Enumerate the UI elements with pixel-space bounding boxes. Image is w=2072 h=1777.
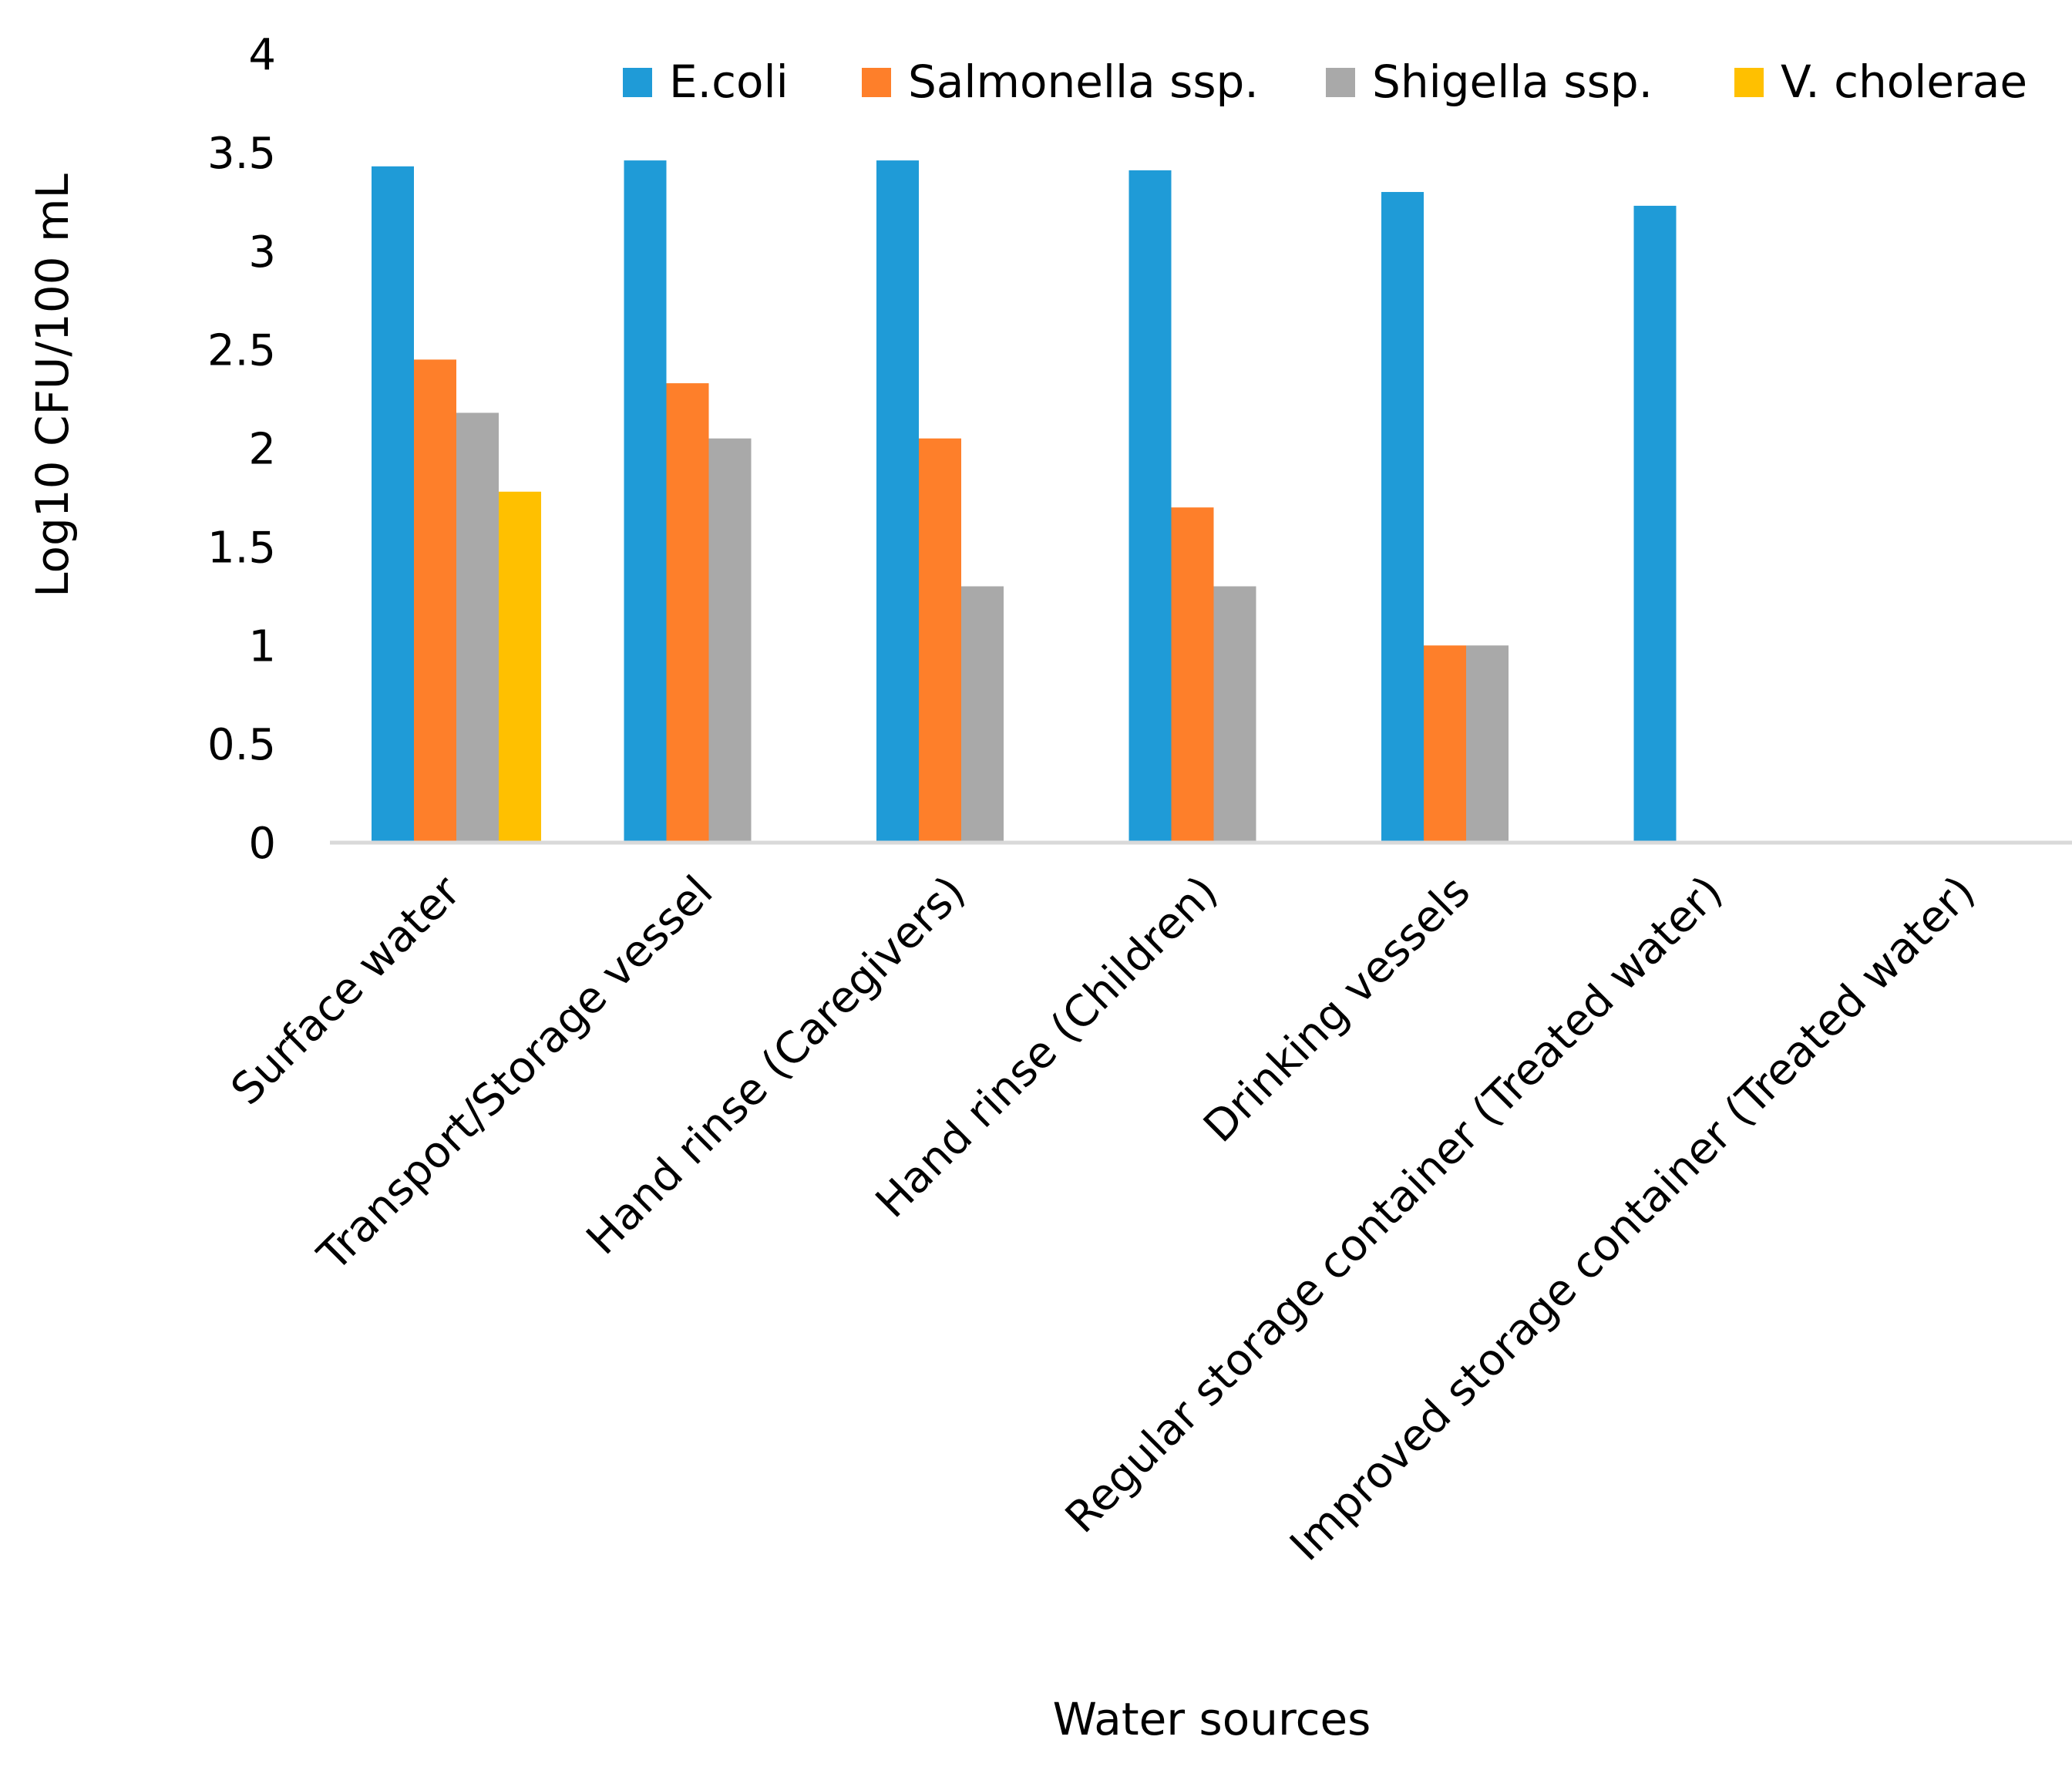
x-category-label: Drinking vessels	[1194, 867, 1480, 1153]
bar	[1213, 586, 1256, 843]
legend-swatch	[862, 68, 891, 97]
bar	[1466, 645, 1509, 843]
legend-label: V. cholerae	[1781, 56, 2027, 108]
x-category-label: Surface water	[222, 866, 471, 1115]
bar	[876, 160, 919, 843]
y-tick-label: 1	[248, 621, 276, 671]
legend-swatch	[1326, 68, 1355, 97]
legend: E.coli Salmonella ssp. Shigella ssp. V. cho…	[623, 56, 2027, 108]
bar	[666, 383, 709, 843]
bar	[1128, 170, 1172, 843]
y-tick-label: 2	[248, 425, 276, 475]
y-tick-label: 3.5	[207, 129, 276, 179]
bar	[1381, 192, 1424, 843]
legend-label: Shigella ssp.	[1372, 56, 1653, 108]
bar	[1633, 205, 1677, 843]
y-axis-ticks: 0 0.5 1 1.5 2 2.5 3 3.5 4	[207, 30, 276, 869]
bars	[372, 160, 1677, 843]
y-tick-label: 2.5	[207, 326, 276, 376]
bar	[1171, 507, 1214, 843]
x-axis-title: Water sources	[1053, 1693, 1371, 1745]
bar	[414, 359, 456, 843]
legend-swatch	[1734, 68, 1764, 97]
bar	[1424, 645, 1466, 843]
y-tick-label: 1.5	[207, 523, 276, 573]
bar	[919, 438, 961, 843]
legend-label: E.coli	[669, 56, 789, 108]
y-tick-label: 3	[248, 227, 276, 278]
bar	[372, 166, 414, 843]
y-tick-label: 0.5	[207, 720, 276, 770]
x-category-label: Transport/Storage vessel	[308, 867, 723, 1281]
legend-swatch	[623, 68, 652, 97]
bar	[708, 438, 752, 843]
bar	[961, 586, 1004, 843]
y-tick-label: 4	[248, 30, 276, 80]
bar	[456, 412, 499, 843]
bar	[624, 160, 667, 843]
y-axis-title: Log10 CFU/100 mL	[26, 173, 79, 597]
legend-label: Salmonella ssp.	[908, 56, 1259, 108]
bar	[499, 491, 541, 843]
y-tick-label: 0	[248, 819, 276, 869]
